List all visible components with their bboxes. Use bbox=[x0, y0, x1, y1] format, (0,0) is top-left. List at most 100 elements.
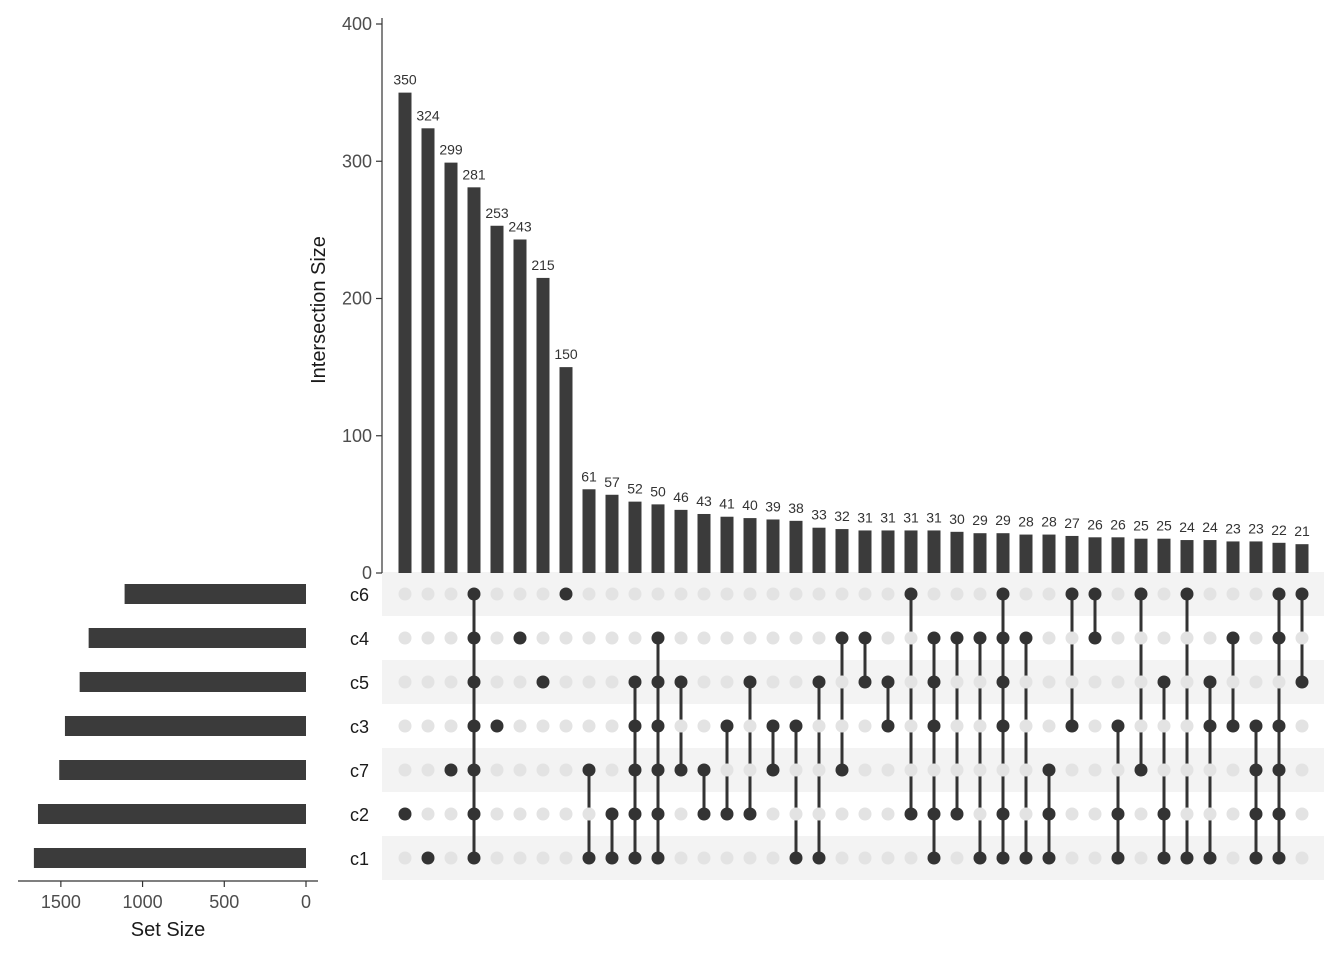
intersection-bar-label: 50 bbox=[650, 483, 666, 499]
matrix-dot-inactive bbox=[697, 851, 711, 865]
matrix-dot-inactive bbox=[559, 675, 573, 689]
matrix-dot-inactive bbox=[1088, 807, 1102, 821]
matrix-dot-inactive bbox=[904, 763, 918, 777]
set-label: c3 bbox=[350, 717, 369, 737]
matrix-dot-inactive bbox=[1157, 763, 1171, 777]
matrix-dot-inactive bbox=[835, 719, 849, 733]
intersection-bar-label: 31 bbox=[857, 509, 873, 525]
matrix-dot-inactive bbox=[398, 719, 412, 733]
intersection-bar bbox=[697, 513, 711, 573]
matrix-dot-inactive bbox=[536, 631, 550, 645]
matrix-dot-inactive bbox=[720, 587, 734, 601]
matrix-dot-active bbox=[467, 851, 481, 865]
matrix-dot-inactive bbox=[996, 763, 1010, 777]
set-size-bar bbox=[33, 848, 307, 868]
intersection-bar-label: 28 bbox=[1018, 514, 1034, 530]
matrix-dot-inactive bbox=[812, 719, 826, 733]
matrix-dot-active bbox=[467, 763, 481, 777]
intersection-bar-label: 31 bbox=[903, 509, 919, 525]
matrix-dot-inactive bbox=[536, 763, 550, 777]
matrix-dot-active bbox=[1272, 807, 1286, 821]
y-axis: 0 100 200 300 400 bbox=[342, 14, 383, 583]
matrix-dot-active bbox=[697, 763, 711, 777]
matrix-dot-inactive bbox=[1042, 587, 1056, 601]
matrix-dot-active bbox=[1042, 851, 1056, 865]
intersection-bar-label: 57 bbox=[604, 474, 620, 490]
matrix-dot-active bbox=[444, 763, 458, 777]
set-size-bar bbox=[88, 628, 306, 648]
matrix-dot-inactive bbox=[812, 587, 826, 601]
matrix-dot-active bbox=[490, 719, 504, 733]
matrix-dot-active bbox=[536, 675, 550, 689]
intersection-bar-label: 281 bbox=[462, 166, 486, 182]
matrix-dot-inactive bbox=[513, 675, 527, 689]
intersection-bar-label: 299 bbox=[439, 142, 463, 158]
matrix-dot-inactive bbox=[1226, 675, 1240, 689]
intersection-bar-label: 21 bbox=[1294, 523, 1310, 539]
matrix-dot-active bbox=[467, 631, 481, 645]
intersection-bar-label: 61 bbox=[581, 468, 597, 484]
matrix-dot-inactive bbox=[444, 631, 458, 645]
intersection-bar bbox=[559, 367, 573, 573]
matrix-dot-active bbox=[1295, 675, 1309, 689]
matrix-dot-inactive bbox=[950, 675, 964, 689]
intersection-bar-label: 31 bbox=[926, 509, 942, 525]
set-label: c1 bbox=[350, 849, 369, 869]
matrix-dot-inactive bbox=[674, 807, 688, 821]
intersection-bar-label: 41 bbox=[719, 496, 735, 512]
set-label: c2 bbox=[350, 805, 369, 825]
matrix-dot-inactive bbox=[444, 807, 458, 821]
matrix-dot-inactive bbox=[927, 587, 941, 601]
matrix-dot-inactive bbox=[490, 675, 504, 689]
matrix-dot-active bbox=[628, 675, 642, 689]
matrix-dot-active bbox=[1111, 719, 1125, 733]
set-size-bar bbox=[64, 716, 306, 736]
matrix-dot-active bbox=[674, 675, 688, 689]
matrix-dot-active bbox=[1272, 763, 1286, 777]
intersection-bar-label: 26 bbox=[1087, 516, 1103, 532]
matrix-dot-active bbox=[720, 719, 734, 733]
matrix-dot-inactive bbox=[536, 587, 550, 601]
matrix-dot-inactive bbox=[513, 763, 527, 777]
intersection-bar bbox=[766, 519, 780, 573]
intersection-bar bbox=[881, 530, 895, 573]
matrix-dot-inactive bbox=[743, 763, 757, 777]
intersection-bar-label: 253 bbox=[485, 205, 509, 221]
matrix-dot-active bbox=[927, 631, 941, 645]
y-tick-label: 100 bbox=[342, 426, 372, 446]
matrix-dot-inactive bbox=[743, 719, 757, 733]
intersection-bar bbox=[1272, 542, 1286, 573]
matrix-dot-inactive bbox=[421, 719, 435, 733]
intersection-bar bbox=[582, 489, 596, 573]
matrix-dot-inactive bbox=[789, 587, 803, 601]
matrix-dot-inactive bbox=[674, 719, 688, 733]
y-tick-label: 200 bbox=[342, 289, 372, 309]
matrix-dot-inactive bbox=[950, 719, 964, 733]
matrix-dot-active bbox=[1088, 587, 1102, 601]
set-size-tick-label: 1000 bbox=[123, 892, 163, 912]
matrix-dot-inactive bbox=[835, 675, 849, 689]
matrix-dot-active bbox=[1134, 763, 1148, 777]
matrix-dot-inactive bbox=[1019, 807, 1033, 821]
matrix-dot-inactive bbox=[904, 675, 918, 689]
matrix-dot-active bbox=[812, 851, 826, 865]
intersection-bar bbox=[858, 530, 872, 573]
matrix-dot-inactive bbox=[490, 587, 504, 601]
matrix-dot-inactive bbox=[582, 719, 596, 733]
matrix-dot-inactive bbox=[398, 631, 412, 645]
intersection-bar bbox=[674, 509, 688, 573]
matrix-dot-inactive bbox=[743, 851, 757, 865]
matrix-dot-inactive bbox=[1295, 851, 1309, 865]
intersection-bar bbox=[1134, 538, 1148, 573]
matrix-dot-inactive bbox=[1203, 587, 1217, 601]
intersection-bar bbox=[835, 529, 849, 573]
matrix-dot-inactive bbox=[490, 851, 504, 865]
matrix-dot-inactive bbox=[582, 631, 596, 645]
matrix-dot-inactive bbox=[1226, 587, 1240, 601]
matrix-dot-active bbox=[651, 631, 665, 645]
matrix-dot-inactive bbox=[582, 587, 596, 601]
matrix-dot-inactive bbox=[720, 851, 734, 865]
matrix-dot-inactive bbox=[1226, 807, 1240, 821]
matrix-dot-inactive bbox=[1065, 631, 1079, 645]
intersection-bar-label: 350 bbox=[393, 72, 417, 88]
